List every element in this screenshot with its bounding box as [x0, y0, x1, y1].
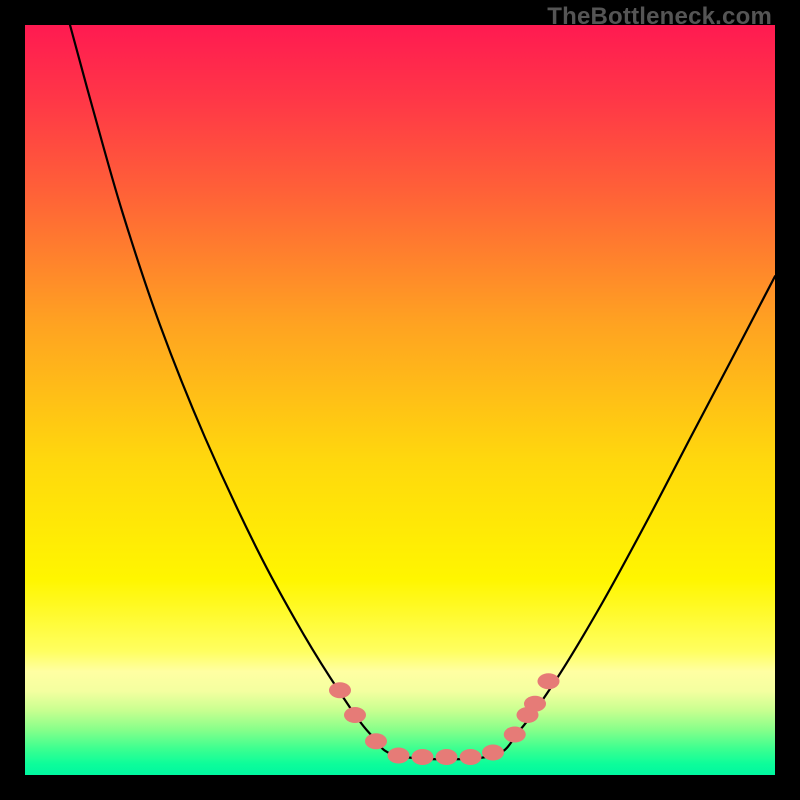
- bead: [412, 749, 434, 765]
- bead: [524, 696, 546, 712]
- bead: [436, 749, 458, 765]
- chart-overlay: [25, 25, 775, 775]
- bead: [482, 745, 504, 761]
- bead: [388, 748, 410, 764]
- bead: [365, 733, 387, 749]
- bottleneck-curve: [70, 25, 775, 759]
- bead: [504, 727, 526, 743]
- bead: [460, 749, 482, 765]
- plot-area: [25, 25, 775, 775]
- bead: [329, 682, 351, 698]
- bead: [344, 707, 366, 723]
- curve-beads: [329, 673, 560, 765]
- watermark-text: TheBottleneck.com: [547, 3, 772, 31]
- bead: [538, 673, 560, 689]
